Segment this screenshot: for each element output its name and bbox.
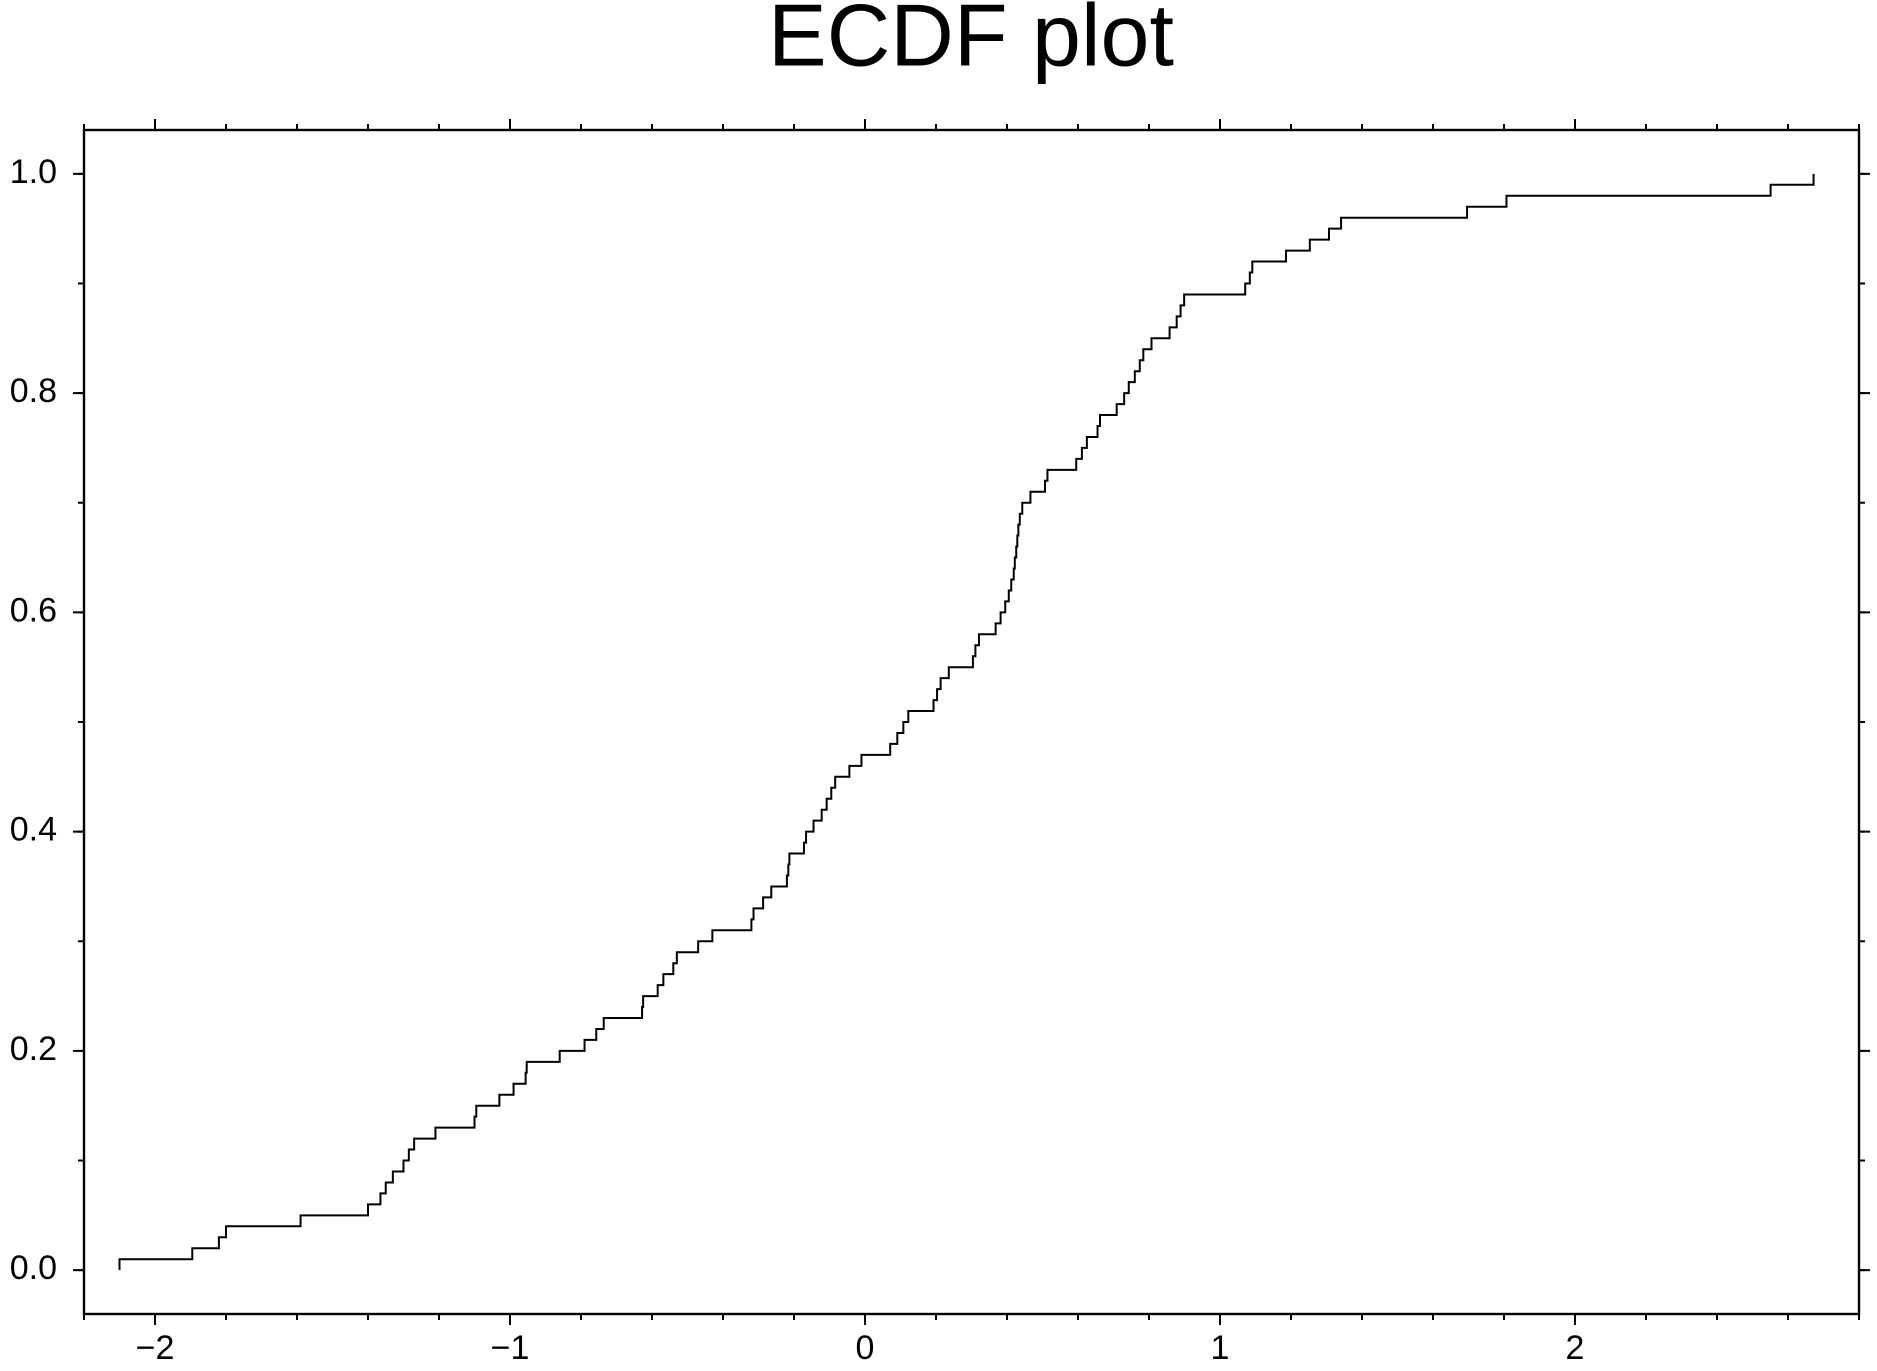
ecdf-line <box>118 173 1815 1271</box>
y-tick-label: 0.2 <box>10 1030 57 1068</box>
y-tick-label: 0.4 <box>10 811 57 849</box>
x-tick-label: 2 <box>1566 1329 1585 1367</box>
x-tick-label: 0 <box>856 1329 875 1367</box>
x-tick-label: 1 <box>1211 1329 1230 1367</box>
x-tick-label: −1 <box>491 1329 530 1367</box>
y-tick-label: 0.0 <box>10 1249 57 1287</box>
y-tick-label: 0.8 <box>10 372 57 410</box>
y-tick-label: 0.6 <box>10 591 57 629</box>
y-tick-label: 1.0 <box>10 153 57 191</box>
x-tick-label: −2 <box>136 1329 175 1367</box>
plot-frame <box>82 128 1861 1316</box>
chart-title: ECDF plot <box>768 0 1174 84</box>
